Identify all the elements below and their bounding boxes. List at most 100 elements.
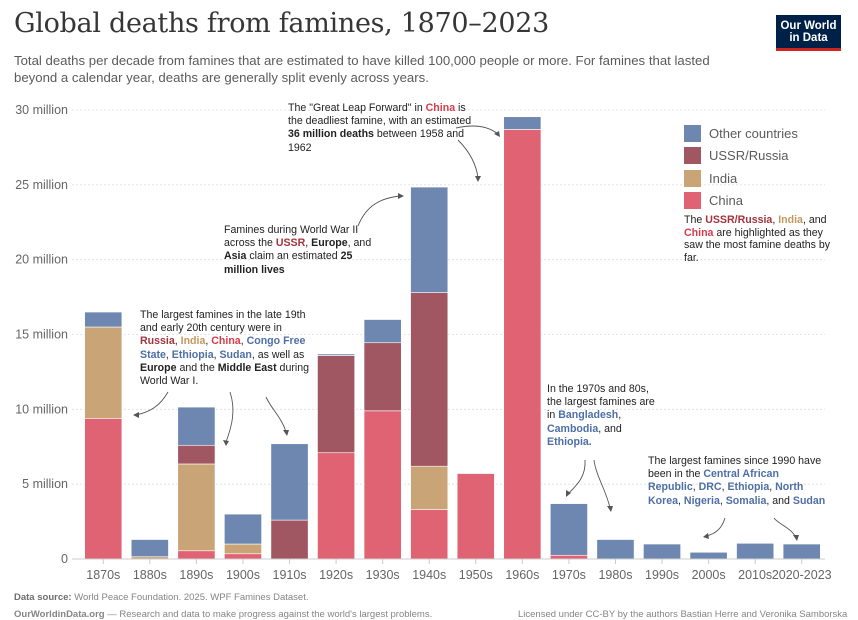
bar-segment-china-1890s[interactable] <box>177 550 216 560</box>
legend-item-india[interactable]: India <box>684 167 798 190</box>
highlight-ethiopia: Ethiopia. <box>547 435 592 448</box>
x-tick-label: 1870s <box>86 568 120 582</box>
x-tick-label: 1940s <box>412 568 446 582</box>
bar-segment-other-1970s[interactable] <box>549 503 588 556</box>
highlight-europe: Europe <box>140 361 177 374</box>
annotation-great-leap-forward: The "Great Leap Forward" in China is the… <box>288 102 472 154</box>
arrowhead-icon <box>703 533 709 539</box>
bar-segment-other-1890s[interactable] <box>177 406 216 446</box>
annotation-1970s-80s: In the 1970s and 80s, the largest famine… <box>547 383 655 448</box>
bar-segment-india-1940s[interactable] <box>410 465 449 510</box>
highlight-india: India <box>778 214 803 226</box>
license-text: Licensed under CC-BY by the authors Bast… <box>518 609 848 620</box>
x-tick-label: 1960s <box>505 568 539 582</box>
x-tick-label: 2010s <box>738 568 772 582</box>
bar-segment-ussr-1940s[interactable] <box>410 292 449 467</box>
bar-segment-ussr-1910s[interactable] <box>270 519 309 560</box>
arrow-early-1890s <box>225 391 234 443</box>
bar-segment-other-1980s[interactable] <box>596 539 635 560</box>
x-tick-label: 1920s <box>319 568 353 582</box>
highlight-europe: Europe <box>311 237 348 250</box>
data-source: Data source: World Peace Foundation. 202… <box>14 592 308 603</box>
bar-segment-china-1960s[interactable] <box>503 129 542 560</box>
bars <box>84 116 821 560</box>
bar-segment-china-1920s[interactable] <box>317 452 356 560</box>
highlight-russia: Russia <box>140 335 175 348</box>
y-tick-label: 0 <box>61 552 68 566</box>
highlight-25-million: 25 million lives <box>224 250 353 276</box>
bar-segment-ussr-1890s[interactable] <box>177 444 216 465</box>
bar-segment-china-1870s[interactable] <box>84 418 123 560</box>
legend-label: India <box>709 170 738 186</box>
bar-segment-other-1990s[interactable] <box>643 543 681 560</box>
bar-segment-other-1940s[interactable] <box>410 186 449 293</box>
legend-label: China <box>709 193 743 209</box>
site-link[interactable]: OurWorldinData.org <box>14 609 105 620</box>
highlight-ussr: USSR/Russia <box>705 214 773 226</box>
arrow-90s-2000s <box>705 517 726 537</box>
arrowhead-icon <box>398 193 404 199</box>
arrow-glf-1960s <box>455 125 499 135</box>
bar-segment-india-1900s[interactable] <box>224 543 262 555</box>
arrowhead-icon <box>566 490 571 497</box>
highlight-bangladesh: Bangladesh <box>558 409 619 422</box>
bar-segment-china-1900s[interactable] <box>224 553 262 560</box>
arrow-early-1910s <box>265 396 287 433</box>
legend-item-other[interactable]: Other countries <box>684 122 798 145</box>
legend-label: USSR/Russia <box>709 148 789 164</box>
legend-swatch-other <box>684 124 701 142</box>
bar-segment-other-1930s[interactable] <box>363 319 402 344</box>
bar-segment-india-1870s[interactable] <box>84 326 123 419</box>
bar-segment-other-1870s[interactable] <box>84 311 123 328</box>
highlight-cambodia: Cambodia <box>547 422 599 435</box>
bar-segment-other-1960s[interactable] <box>503 116 542 130</box>
logo-line-2: in Data <box>789 32 828 44</box>
bar-segment-other-1910s[interactable] <box>270 443 309 521</box>
bar-segment-other-2010s[interactable] <box>736 542 775 560</box>
legend: Other countries USSR/Russia India China <box>684 122 798 212</box>
highlight-ethiopia: Ethiopia <box>727 481 770 494</box>
bar-segment-china-1930s[interactable] <box>363 410 402 560</box>
bar-segment-china-1940s[interactable] <box>410 509 449 560</box>
bar-segment-ussr-1920s[interactable] <box>317 355 356 454</box>
arrow-early-1870s <box>135 391 169 416</box>
bar-segment-china-1950s[interactable] <box>456 473 495 560</box>
highlight-ussr: USSR <box>275 237 306 250</box>
y-tick-label: 15 million <box>15 328 68 342</box>
legend-swatch-india <box>684 169 701 187</box>
bar-segment-india-1890s[interactable] <box>177 463 216 552</box>
bar-segment-other-2020-2023[interactable] <box>782 543 821 560</box>
bar-segment-other-2000s[interactable] <box>689 551 728 560</box>
bar-segment-ussr-1930s[interactable] <box>363 342 402 412</box>
bar-segment-other-1900s[interactable] <box>224 513 262 545</box>
y-axis: 0 5 million 10 million 15 million 20 million… <box>15 103 68 566</box>
y-tick-label: 20 million <box>15 253 68 267</box>
arrowhead-icon <box>793 535 799 541</box>
arrow-ww2 <box>357 195 401 227</box>
highlight-india: India <box>180 335 206 348</box>
highlight-china: China <box>211 335 241 348</box>
arrowhead-icon <box>607 506 613 512</box>
highlight-drc: DRC <box>698 481 722 494</box>
highlight-congo: Congo Free State <box>140 335 306 361</box>
arrowhead-icon <box>475 176 481 182</box>
bar-segment-other-1920s[interactable] <box>317 353 356 356</box>
legend-item-ussr[interactable]: USSR/Russia <box>684 145 798 168</box>
highlight-china: China <box>425 102 456 114</box>
legend-swatch-china <box>684 192 701 210</box>
highlight-asia: Asia <box>224 250 247 263</box>
y-tick-label: 30 million <box>15 103 68 117</box>
x-tick-label: 1980s <box>598 568 632 582</box>
site-credit: OurWorldinData.org — Research and data t… <box>14 609 432 620</box>
arrowhead-icon <box>223 440 229 446</box>
legend-item-china[interactable]: China <box>684 190 798 213</box>
bar-segment-other-1880s[interactable] <box>130 539 169 558</box>
arrowhead-icon <box>494 131 500 137</box>
logo-line-1: Our World <box>780 20 837 32</box>
y-tick-label: 25 million <box>15 178 68 192</box>
bar-segment-china-1970s[interactable] <box>549 554 588 560</box>
bar-segment-other-1950s[interactable] <box>456 472 495 474</box>
legend-note: The USSR/Russia, India, and China are hi… <box>684 214 831 264</box>
x-tick-label: 1880s <box>133 568 167 582</box>
owid-logo[interactable]: Our World in Data <box>776 15 841 51</box>
